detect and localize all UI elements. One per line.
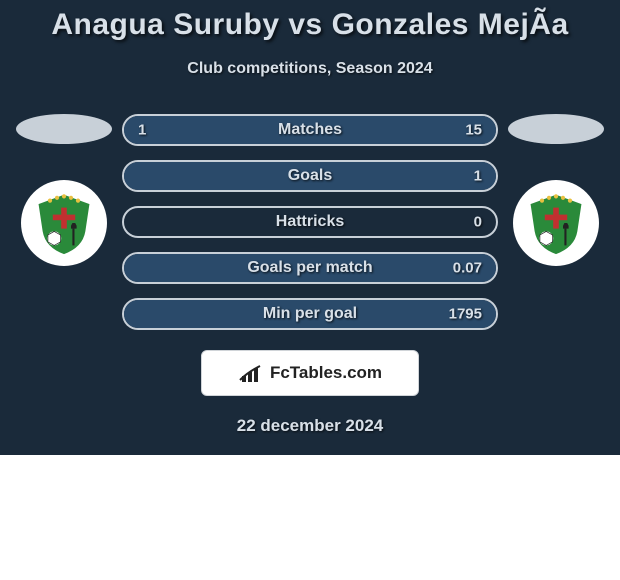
stat-bar: Goals 1 — [122, 160, 498, 192]
subtitle: Club competitions, Season 2024 — [0, 60, 620, 78]
stat-bar: Min per goal 1795 — [122, 298, 498, 330]
stat-bar: Goals per match 0.07 — [122, 252, 498, 284]
stat-right-value: 0 — [474, 214, 482, 231]
left-player-col — [14, 114, 114, 266]
stat-label: Goals — [288, 167, 332, 185]
shield-icon — [29, 188, 99, 258]
club-badge-right — [513, 180, 599, 266]
stat-right-value: 15 — [465, 122, 482, 139]
stat-bar: 1 Matches 15 — [122, 114, 498, 146]
stat-left-value: 1 — [138, 122, 146, 139]
right-player-col — [506, 114, 606, 266]
stat-right-value: 1795 — [449, 306, 482, 323]
source-logo: FcTables.com — [201, 350, 419, 396]
stat-right-value: 0.07 — [453, 260, 482, 277]
stat-label: Hattricks — [276, 213, 344, 231]
player-silhouette-left — [16, 114, 112, 144]
stat-label: Goals per match — [247, 259, 372, 277]
page-title: Anagua Suruby vs Gonzales MejÃ­a — [0, 8, 620, 42]
stat-label: Min per goal — [263, 305, 357, 323]
date-text: 22 december 2024 — [0, 416, 620, 436]
shield-icon — [521, 188, 591, 258]
stat-right-value: 1 — [474, 168, 482, 185]
bar-chart-icon — [238, 362, 264, 384]
club-badge-left — [21, 180, 107, 266]
comparison-body: 1 Matches 15 Goals 1 Hattricks 0 — [0, 114, 620, 330]
stat-bars: 1 Matches 15 Goals 1 Hattricks 0 — [114, 114, 506, 330]
stat-label: Matches — [278, 121, 342, 139]
source-logo-text: FcTables.com — [270, 363, 382, 383]
comparison-card: Anagua Suruby vs Gonzales MejÃ­a Club co… — [0, 0, 620, 455]
stat-bar: Hattricks 0 — [122, 206, 498, 238]
player-silhouette-right — [508, 114, 604, 144]
